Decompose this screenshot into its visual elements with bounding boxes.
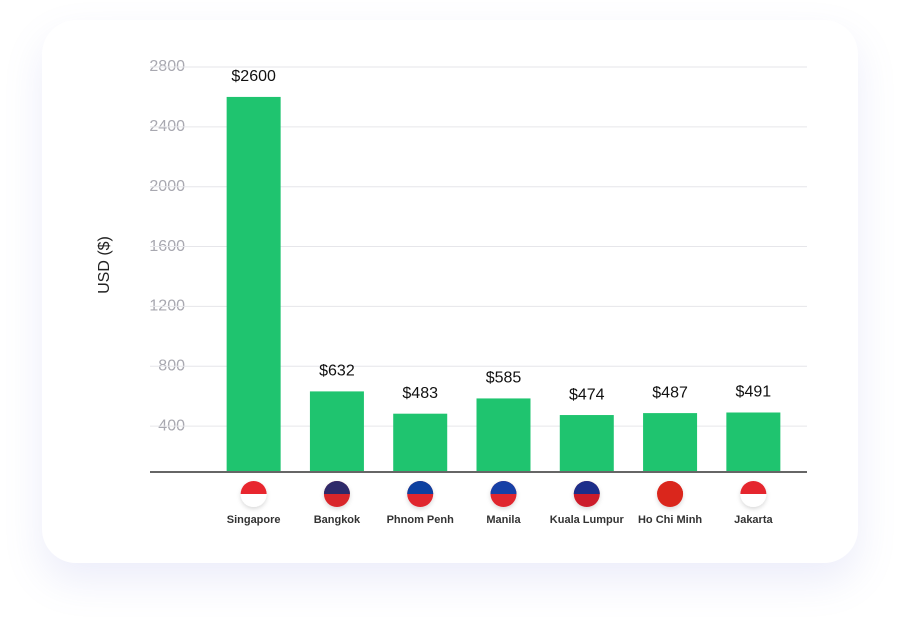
flag-top <box>407 481 434 494</box>
flag-top <box>240 481 267 494</box>
flag-icon <box>573 481 600 507</box>
x-tick-label: Bangkok <box>314 514 361 526</box>
flag-icon <box>657 481 684 507</box>
x-tick-label: Singapore <box>227 514 281 526</box>
bar <box>559 415 614 471</box>
bar <box>309 391 364 471</box>
flag-icon <box>323 481 350 507</box>
flag-top <box>573 481 600 494</box>
value-label: $474 <box>569 386 605 403</box>
x-tick-label: Jakarta <box>734 514 773 526</box>
flag-icon <box>240 481 267 507</box>
x-tick-label: Kuala Lumpur <box>550 514 625 526</box>
flag-top <box>490 481 517 494</box>
bar <box>476 398 531 471</box>
value-label: $487 <box>652 384 688 401</box>
flag-icon <box>740 481 767 507</box>
flag-top <box>740 481 767 494</box>
x-tick-label: Manila <box>486 514 521 526</box>
x-tick-label: Phnom Penh <box>387 514 455 526</box>
bar <box>726 412 781 471</box>
flag-icon <box>407 481 434 507</box>
flag-top <box>323 481 350 494</box>
y-axis-label: USD ($) <box>96 236 113 294</box>
bar <box>226 96 281 471</box>
x-tick-label: Ho Chi Minh <box>638 514 702 526</box>
value-label: $585 <box>486 370 522 387</box>
value-label: $483 <box>402 385 438 402</box>
value-label: $491 <box>736 384 772 401</box>
value-label: $632 <box>319 363 355 380</box>
bar <box>393 413 448 471</box>
flag-top <box>657 481 684 494</box>
flag-icon <box>490 481 517 507</box>
value-label: $2600 <box>231 68 276 85</box>
bar <box>643 413 698 471</box>
